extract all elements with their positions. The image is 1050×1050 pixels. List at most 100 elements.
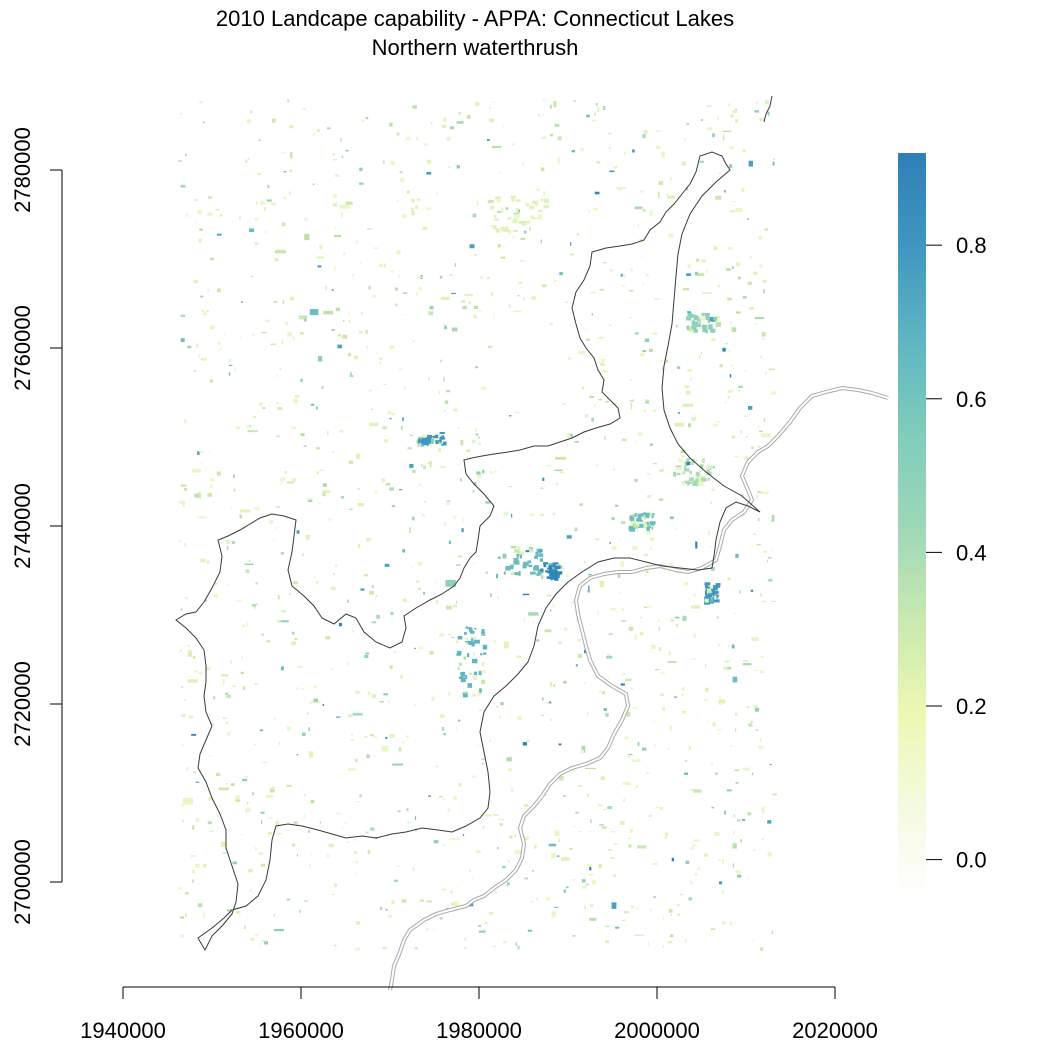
raster-cell (760, 737, 762, 742)
raster-cell (608, 633, 613, 635)
raster-cell (364, 574, 369, 577)
raster-cell (180, 608, 183, 611)
raster-cell (762, 279, 767, 283)
raster-cell (187, 644, 190, 647)
raster-cell (436, 765, 439, 768)
raster-cell (334, 944, 337, 947)
raster-cell (616, 187, 626, 190)
raster-cell (665, 359, 669, 363)
raster-cell (277, 407, 283, 410)
raster-cell (588, 873, 594, 876)
raster-cell (549, 322, 553, 326)
raster-cell (540, 568, 544, 572)
raster-cell (595, 103, 598, 106)
raster-cell (645, 530, 651, 535)
raster-cell (206, 310, 209, 312)
raster-cell (475, 366, 478, 369)
raster-cell (581, 886, 587, 889)
raster-cell (576, 232, 580, 236)
raster-cell (223, 679, 225, 686)
raster-cell (620, 273, 624, 277)
raster-cell (649, 210, 653, 217)
raster-cell (251, 334, 255, 336)
raster-cell (696, 197, 698, 201)
raster-cell (439, 917, 443, 920)
raster-cell (471, 642, 475, 647)
raster-cell (705, 687, 709, 692)
raster-cell (598, 398, 602, 401)
raster-cell (481, 758, 485, 760)
raster-cell (557, 136, 562, 141)
raster-cell (182, 797, 193, 805)
raster-cell (427, 462, 432, 464)
raster-cell (398, 368, 403, 370)
raster-cell (333, 194, 337, 198)
raster-cell (698, 318, 702, 324)
raster-cell (645, 512, 650, 517)
raster-cell (402, 417, 404, 422)
raster-cell (300, 433, 305, 437)
raster-cell (482, 644, 488, 650)
raster-cell (458, 111, 461, 115)
raster-cell (335, 174, 339, 176)
raster-cell (485, 571, 488, 574)
raster-cell (613, 468, 616, 471)
raster-cell (229, 358, 232, 362)
raster-cell (264, 941, 268, 945)
raster-cell (280, 477, 286, 481)
raster-cell (216, 471, 221, 476)
raster-cell (740, 839, 742, 842)
raster-cell (637, 742, 640, 746)
raster-cell (250, 110, 252, 114)
raster-cell (240, 300, 243, 303)
legend-tick-label: 0.8 (956, 233, 987, 258)
raster-cell (402, 598, 407, 602)
raster-cell (396, 250, 401, 255)
raster-cell (655, 130, 661, 132)
raster-cell (201, 309, 205, 312)
raster-cell (401, 314, 404, 316)
raster-cell (301, 732, 306, 736)
raster-cell (702, 292, 712, 294)
raster-cell (181, 812, 183, 814)
raster-cell (683, 480, 689, 484)
raster-cell (667, 195, 675, 199)
y-tick-label: 2720000 (10, 661, 35, 747)
raster-cell (723, 134, 725, 141)
raster-cell (658, 626, 660, 631)
raster-cell (418, 483, 421, 486)
raster-cell (588, 209, 591, 213)
raster-cell (255, 603, 258, 606)
raster-cell (276, 506, 281, 508)
raster-cell (754, 669, 758, 671)
raster-cell (542, 477, 545, 481)
raster-cell (487, 277, 490, 280)
raster-cell (584, 328, 587, 330)
raster-cell (334, 234, 341, 238)
raster-cell (281, 222, 286, 227)
raster-cell (677, 412, 681, 415)
raster-cell (695, 471, 699, 477)
raster-cell (489, 106, 491, 110)
raster-cell (737, 276, 741, 280)
raster-cell (433, 840, 439, 844)
raster-cell (517, 294, 520, 297)
raster-cell (370, 827, 375, 831)
raster-cell (670, 913, 672, 916)
raster-cell (554, 469, 563, 472)
raster-cell (593, 207, 598, 211)
raster-cell (662, 707, 665, 711)
raster-cell (769, 764, 772, 766)
raster-cell (589, 865, 592, 871)
raster-cell (668, 909, 673, 913)
raster-cell (767, 820, 772, 824)
raster-cell (490, 207, 494, 210)
raster-cell (605, 940, 610, 944)
raster-cell (594, 404, 596, 408)
raster-cell (482, 662, 485, 666)
raster-cell (496, 573, 498, 579)
raster-cell (649, 348, 653, 352)
raster-cell (597, 106, 600, 113)
raster-cell (550, 682, 552, 688)
raster-cell (368, 538, 372, 541)
